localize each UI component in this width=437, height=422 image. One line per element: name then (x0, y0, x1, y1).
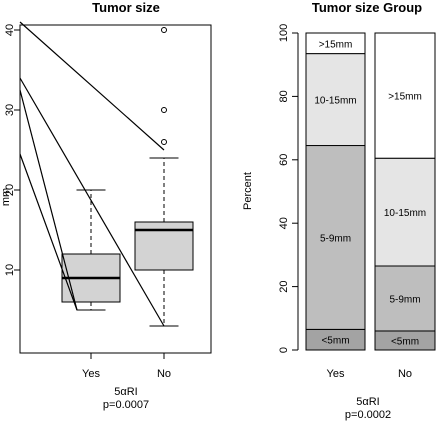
y-tick-label: 20 (278, 280, 290, 292)
bar-segment-no (374, 32, 436, 159)
y-tick-label: 0 (278, 347, 290, 353)
y-tick-label: 100 (278, 24, 290, 42)
x-tick-label: Yes (327, 368, 345, 380)
stacked-y-label: Percent (242, 172, 254, 210)
segment-label: 10-15mm (384, 208, 426, 219)
y-tick-label: 40 (4, 24, 16, 36)
outlier-point (161, 139, 167, 145)
paired-line (19, 77, 165, 327)
boxplot-boxes (61, 27, 194, 327)
segment-label: >15mm (388, 92, 422, 103)
boxplot-title: Tumor size (92, 0, 160, 15)
bar-segment-yes (305, 145, 366, 330)
stacked-bars: <5mm 5-9mm 10-15mm >15mm <5mm 5-9mm 10-15mm >15… (305, 32, 436, 351)
segment-label: <5mm (321, 336, 349, 347)
stacked-x-axis: Yes No (327, 368, 413, 380)
boxplot-y-axis: 10 20 30 40 (4, 24, 21, 276)
y-tick-label: 40 (278, 217, 290, 229)
boxplot-x-label: 5αRI (114, 386, 137, 398)
bar-segment-yes (305, 53, 366, 147)
segment-label: 5-9mm (320, 233, 351, 244)
outlier-point (161, 27, 167, 33)
y-tick-label: 10 (4, 264, 16, 276)
boxplot-y-label: mm (0, 188, 12, 206)
y-tick-label: 60 (278, 154, 290, 166)
x-tick-label: No (398, 368, 412, 380)
x-tick-label: No (157, 368, 171, 380)
paired-line (19, 89, 78, 311)
y-tick-label: 80 (278, 90, 290, 102)
y-tick-label: 30 (4, 104, 16, 116)
boxplot-x-axis: Yes No (82, 353, 171, 380)
boxplot-p-value: p=0.0007 (103, 399, 149, 411)
x-tick-label: Yes (82, 368, 100, 380)
stacked-x-label: 5αRI (356, 396, 379, 408)
stacked-p-value: p=0.0002 (345, 409, 391, 421)
outlier-point (161, 107, 167, 113)
boxplot-frame (19, 24, 212, 354)
bar-segment-yes (305, 32, 366, 55)
segment-label: 10-15mm (314, 96, 356, 107)
y-tick-label: 20 (4, 184, 16, 196)
stacked-title: Tumor size Group (312, 0, 422, 15)
bar-segment-no (374, 265, 436, 332)
tumor-size-group-chart: Tumor size Group 0 20 40 60 80 100 Percent <5… (242, 0, 436, 421)
bar-segment-no (374, 157, 436, 267)
segment-label: >15mm (319, 39, 353, 50)
paired-line (19, 21, 165, 151)
boxplot-paired-lines (19, 21, 165, 327)
segment-label: 5-9mm (389, 294, 420, 305)
stacked-y-axis: 0 20 40 60 80 100 (278, 24, 299, 353)
paired-line (19, 153, 78, 311)
tumor-size-chart: Tumor size 10 20 30 40 mm Yes No 5αRI p=0.00… (0, 0, 212, 411)
segment-label: <5mm (391, 336, 419, 347)
